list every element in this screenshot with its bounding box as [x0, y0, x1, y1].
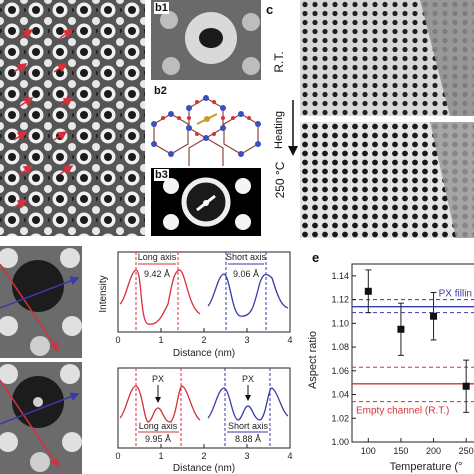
profile-top-xlabel: Distance (nm) [173, 348, 235, 359]
profile-bottom-px-label-2: PX [242, 374, 254, 384]
profile-top-long-axis-label: Long axis [138, 252, 177, 262]
chart-e-ytick-6: 1.12 [331, 295, 349, 305]
panel-b1-image: b1 [151, 0, 261, 80]
panel-a-lattice [0, 0, 145, 236]
profile-top-tick-0: 0 [115, 335, 120, 345]
profile-top-long-axis-value: 9.42 Å [144, 269, 170, 279]
chart-e-xtick-3: 250 [459, 446, 474, 456]
label-b2: b2 [154, 85, 167, 97]
profile-bottom-tick-2: 2 [201, 451, 206, 461]
profile-top-xticks [117, 328, 291, 332]
profile-top-short-axis-label: Short axis [226, 252, 267, 262]
chart-e-ytick-2: 1.04 [331, 390, 349, 400]
panel-a-tem-image [0, 0, 145, 236]
chart-e-xtick-0: 100 [361, 446, 376, 456]
profile-bottom-long-axis-value: 9.95 Å [145, 434, 171, 444]
profile-bottom-blue-curve [207, 387, 289, 421]
profile-bottom-px-label-1: PX [152, 374, 164, 384]
profile-bottom-short-axis-label: Short axis [228, 421, 269, 431]
profile-top-short-axis-value: 9.06 Å [233, 269, 259, 279]
px-molecule [196, 113, 218, 125]
chart-e-xlabel: Temperature (° [390, 461, 463, 473]
data-point-3 [462, 382, 470, 390]
panel-b3-image: b3 [151, 168, 261, 236]
label-e: e [312, 250, 320, 265]
chart-e-ytick-3: 1.06 [331, 366, 349, 376]
profile-top-tick-1: 1 [158, 335, 163, 345]
data-point-2 [430, 312, 438, 320]
chart-e-xtick-2: 200 [426, 446, 441, 456]
profile-top-red-curve [119, 269, 201, 325]
profile-bottom-xlabel: Distance (nm) [173, 463, 235, 474]
panel-a-red-arrows [13, 29, 74, 209]
label-b1: b1 [154, 2, 169, 14]
data-point-0 [364, 287, 372, 295]
profile-plot-top: 0 1 2 3 4 Distance (nm) Intensity Long a… [98, 251, 293, 359]
panel-d-image-bottom [0, 362, 82, 474]
profile-bottom-tick-1: 1 [158, 451, 163, 461]
panel-c-rt-image [300, 0, 474, 116]
profile-bottom-tick-4: 4 [287, 451, 292, 461]
chart-e-ylabel: Aspect ratio [307, 331, 319, 389]
profile-bottom-tick-0: 0 [115, 451, 120, 461]
panel-c-250-image [300, 122, 474, 238]
chart-e-ytick-1: 1.02 [331, 413, 349, 423]
panel-c-rt-label: R.T. [272, 51, 286, 73]
heating-arrow-icon [288, 100, 298, 156]
panel-d-image-top [0, 246, 82, 358]
profile-plot-bottom: 0 1 2 3 4 Distance (nm) PX PX Long axis … [115, 367, 293, 474]
label-b3: b3 [154, 169, 169, 181]
chart-e-ytick-5: 1.10 [331, 318, 349, 328]
data-point-1 [397, 325, 405, 333]
profile-bottom-tick-3: 3 [244, 451, 249, 461]
profile-bottom-short-axis-value: 8.88 Å [235, 434, 261, 444]
chart-e-frame [351, 263, 474, 443]
profile-top-tick-3: 3 [244, 335, 249, 345]
chart-e-ytick-4: 1.08 [331, 342, 349, 352]
profile-top-tick-4: 4 [287, 335, 292, 345]
profile-top-blue-curve [207, 273, 289, 317]
aspect-ratio-chart: Aspect ratio Temperature (° PX fillin Emp… [307, 263, 474, 473]
label-c: c [266, 2, 274, 17]
reference-label-1: Empty channel (R.T.) [356, 406, 449, 417]
profile-bottom-red-curve [119, 385, 201, 423]
panel-c-250-label: 250 °C [273, 161, 287, 199]
reference-label-0: PX fillin [439, 289, 472, 300]
chart-e-ytick-7: 1.14 [331, 271, 349, 281]
profile-top-tick-2: 2 [201, 335, 206, 345]
panel-b2-structure: b2 [151, 84, 261, 166]
chart-e-xtick-1: 150 [393, 446, 408, 456]
chart-e-ytick-0: 1.00 [331, 437, 349, 447]
profile-top-ylabel: Intensity [98, 275, 109, 312]
structure-model [151, 95, 261, 166]
profile-bottom-long-axis-label: Long axis [139, 421, 178, 431]
